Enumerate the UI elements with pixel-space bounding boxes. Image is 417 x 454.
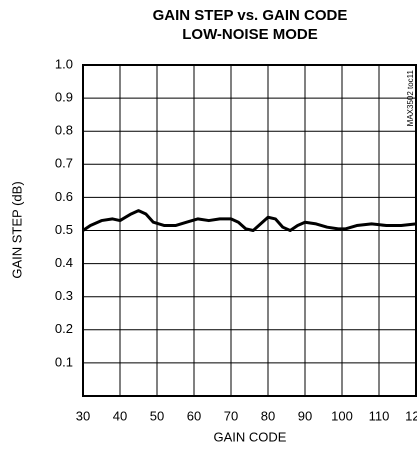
y-tick-label: 0.4 xyxy=(55,255,73,270)
x-axis-label: GAIN CODE xyxy=(214,429,287,444)
x-tick-label: 60 xyxy=(187,408,201,423)
y-axis-label: GAIN STEP (dB) xyxy=(9,181,24,278)
x-tick-label: 110 xyxy=(369,408,390,423)
data-line xyxy=(82,209,417,232)
x-tick-label: 80 xyxy=(261,408,275,423)
chart-subtitle: LOW-NOISE MODE xyxy=(182,26,318,43)
y-tick-label: 0.5 xyxy=(55,222,73,237)
x-tick-label: 50 xyxy=(150,408,164,423)
x-tick-label: 100 xyxy=(331,408,353,423)
y-tick-label: 0.7 xyxy=(55,156,73,171)
y-tick-label: 1.0 xyxy=(55,56,73,71)
y-tick-label: 0.6 xyxy=(55,189,73,204)
y-tick-label: 0.1 xyxy=(55,354,73,369)
y-tick-label: 0.8 xyxy=(55,123,73,138)
x-tick-label: 90 xyxy=(298,408,312,423)
x-tick-label: 70 xyxy=(224,408,238,423)
chart-title: GAIN STEP vs. GAIN CODE xyxy=(153,7,348,24)
y-tick-label: 0.3 xyxy=(55,288,73,303)
x-tick-label: 30 xyxy=(76,408,90,423)
y-tick-label: 0.9 xyxy=(55,90,73,105)
x-tick-label: 120 xyxy=(405,408,417,423)
y-tick-label: 0.2 xyxy=(55,321,73,336)
x-tick-label: 40 xyxy=(113,408,127,423)
